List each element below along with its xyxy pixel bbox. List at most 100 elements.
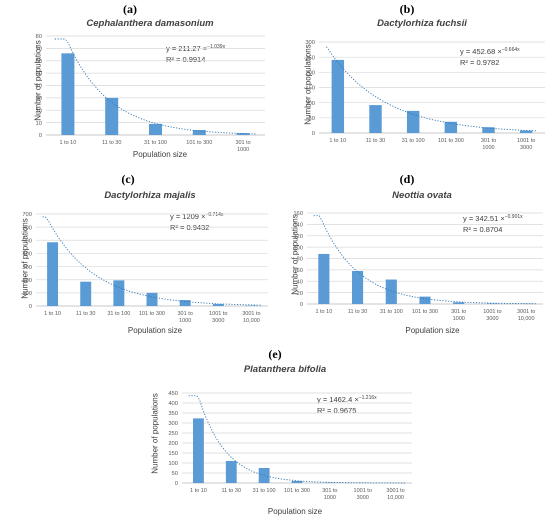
bar-chart-svg: 0 50 100 150 200 250 300 350 400 450 1 to 10 11 to … [168, 391, 412, 501]
y-tick-label: 0 [39, 133, 42, 139]
trend-equation: y = 1209 ×−0.714x R² = 0.9432 [170, 210, 223, 233]
bar [352, 271, 364, 304]
bar-chart-svg: 0 10 20 30 40 50 60 70 80 1 to 10 11 to 30 31 to 10… [36, 34, 265, 153]
x-tick-label: 301 to [235, 140, 250, 146]
chart-title: Dactylorhiza fuchsii [377, 18, 467, 29]
x-tick-label: 11 to 30 [102, 140, 121, 146]
y-tick-label: 20 [297, 291, 303, 297]
x-tick-label: 3000 [357, 495, 369, 501]
y-tick-label: 140 [293, 223, 303, 229]
x-tick-label: 31 to 100 [107, 311, 130, 317]
panel-label: (e) [268, 347, 282, 361]
y-tick-label: 450 [168, 391, 178, 397]
panel-label: (b) [399, 2, 415, 16]
x-tick-label: 31 to 100 [144, 140, 167, 146]
bar [105, 97, 119, 135]
y-tick-label: 40 [297, 279, 303, 285]
chart-panel-d: (d) Neottia ovata Number of populations … [275, 170, 550, 340]
y-tick-label: 250 [168, 431, 178, 437]
y-tick-label: 300 [22, 265, 32, 271]
x-tick-label: 1 to 10 [315, 309, 332, 315]
y-tick-label: 100 [22, 291, 32, 297]
x-tick-label: 11 to 30 [76, 311, 95, 317]
bar [47, 242, 59, 306]
bar [331, 59, 345, 133]
x-tick-label: 3001 to [242, 311, 260, 317]
y-tick-label: 0 [175, 481, 178, 487]
chart-title: Cephalanthera damasonium [86, 18, 214, 29]
y-tick-label: 200 [168, 441, 178, 447]
x-tick-label: 1 to 10 [59, 140, 76, 146]
bar [236, 133, 250, 135]
bar [419, 296, 431, 304]
bar [61, 53, 75, 136]
x-tick-label: 31 to 100 [253, 488, 276, 494]
equation-exponent: −0.664x [501, 47, 520, 53]
r-squared-text: R² = 0.9914 [166, 55, 206, 64]
x-tick-label: 101 to 300 [139, 311, 165, 317]
y-tick-label: 10 [36, 121, 42, 127]
bar [258, 468, 270, 483]
y-tick-label: 300 [305, 40, 315, 46]
equation-text: y = 1209 × [170, 212, 206, 221]
x-axis-label: Population size [127, 326, 183, 335]
x-tick-label: 301 to [481, 138, 496, 144]
y-tick-label: 100 [305, 101, 315, 107]
bar [80, 281, 92, 306]
y-tick-label: 70 [36, 47, 42, 53]
x-tick-label: 101 to 300 [412, 309, 438, 315]
y-tick-label: 200 [305, 71, 315, 77]
panel-label: (a) [123, 2, 137, 16]
y-tick-label: 150 [168, 451, 178, 457]
bar [146, 292, 158, 306]
x-tick-label: 3001 to [386, 488, 404, 494]
y-tick-label: 50 [36, 71, 42, 77]
y-tick-label: 250 [305, 55, 315, 61]
x-axis-label: Population size [405, 326, 460, 335]
bar [193, 418, 204, 483]
bar-chart-svg: 0 20 40 60 80 100 120 140 160 1 to 10 11 to 30 31 t… [293, 211, 543, 322]
x-tick-label: 1000 [237, 147, 249, 153]
y-tick-label: 80 [297, 257, 303, 263]
x-tick-label: 1 to 10 [190, 488, 207, 494]
y-tick-label: 0 [300, 302, 303, 308]
chart-panel-c: (c) Dactylorhiza majalis Number of popul… [0, 170, 275, 340]
trend-equation: y = 342.51 ×−0.901x R² = 0.8704 [463, 212, 523, 235]
x-tick-label: 3000 [212, 318, 224, 324]
chart-title: Platanthera bifolia [243, 364, 327, 375]
bar [212, 304, 224, 306]
x-tick-label: 1000 [453, 316, 465, 322]
x-tick-label: 11 to 30 [348, 309, 367, 315]
x-tick-label: 1001 to [483, 309, 501, 315]
x-tick-label: 3001 to [517, 309, 535, 315]
bar [291, 481, 303, 483]
bar [149, 123, 162, 135]
x-tick-label: 1001 to [354, 488, 372, 494]
panel-label: (c) [121, 172, 135, 186]
y-tick-label: 100 [293, 245, 303, 251]
x-tick-label: 101 to 300 [284, 488, 310, 494]
x-tick-label: 101 to 300 [438, 138, 464, 144]
y-tick-label: 600 [22, 225, 32, 231]
y-tick-label: 700 [22, 212, 32, 218]
r-squared-text: R² = 0.9432 [170, 223, 210, 232]
bar [225, 461, 237, 483]
y-tick-label: 300 [168, 421, 178, 427]
bar [385, 279, 397, 304]
y-tick-label: 30 [36, 96, 42, 102]
x-tick-label: 10,000 [518, 316, 535, 322]
y-tick-label: 100 [168, 461, 178, 467]
trendline [188, 395, 406, 484]
trendline [326, 46, 538, 132]
bar [318, 253, 330, 304]
bar [192, 130, 206, 135]
y-tick-label: 350 [168, 411, 178, 417]
y-tick-label: 200 [22, 278, 32, 284]
y-tick-label: 0 [29, 304, 32, 310]
x-tick-label: 1001 to [209, 311, 227, 317]
y-tick-label: 400 [22, 252, 32, 258]
bar [486, 303, 498, 304]
bar [369, 105, 382, 133]
trendline [54, 38, 257, 135]
trend-equation: y = 452.68 ×−0.664x R² = 0.9782 [460, 45, 520, 68]
